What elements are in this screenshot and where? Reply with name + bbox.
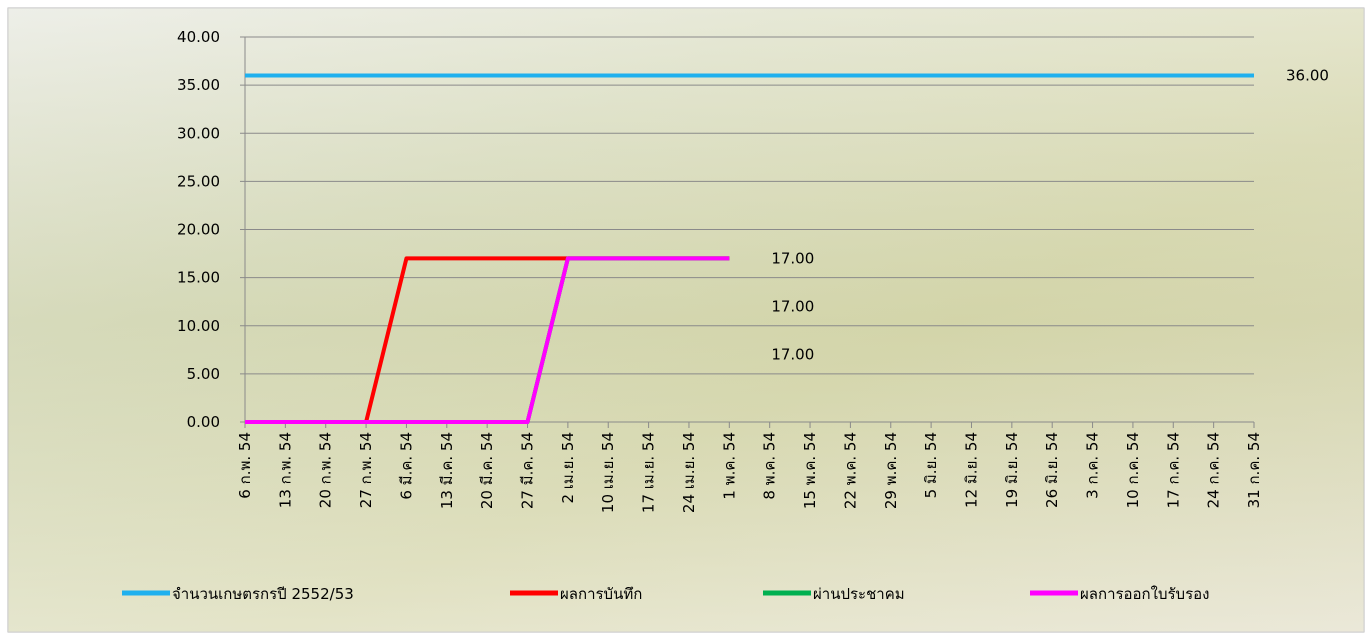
x-tick-label: 17 ก.ค. 54: [1164, 432, 1182, 508]
x-tick-label: 13 ก.พ. 54: [276, 432, 294, 508]
x-tick-label: 27 มี.ค. 54: [519, 432, 537, 509]
x-tick-label: 31 ก.ค. 54: [1245, 432, 1263, 508]
y-tick-label: 15.00: [177, 269, 220, 287]
x-tick-label: 3 ก.ค. 54: [1084, 432, 1102, 499]
x-tick-label: 1 พ.ค. 54: [720, 432, 738, 500]
y-tick-label: 25.00: [177, 172, 220, 190]
x-tick-label: 27 ก.พ. 54: [357, 432, 375, 508]
x-tick-label: 13 มี.ค. 54: [438, 432, 456, 509]
y-tick-label: 30.00: [177, 124, 220, 142]
x-tick-label: 12 มิ.ย. 54: [962, 432, 980, 508]
x-tick-label: 5 มิ.ย. 54: [922, 432, 940, 498]
y-tick-label: 40.00: [177, 28, 220, 46]
data-label: 17.00: [771, 297, 814, 315]
x-tick-label: 19 มิ.ย. 54: [1003, 432, 1021, 508]
legend-label: ผลการออกใบรับรอง: [1080, 585, 1209, 603]
x-tick-label: 17 เม.ย. 54: [640, 432, 658, 513]
x-tick-label: 26 มิ.ย. 54: [1043, 432, 1061, 508]
legend-label: ผลการบันทึก: [560, 585, 642, 603]
x-tick-label: 24 ก.ค. 54: [1205, 432, 1223, 508]
y-tick-label: 0.00: [187, 413, 220, 431]
x-tick-label: 22 พ.ค. 54: [841, 432, 859, 509]
x-tick-label: 29 พ.ค. 54: [882, 432, 900, 509]
data-label: 17.00: [771, 249, 814, 267]
y-tick-label: 35.00: [177, 76, 220, 94]
x-tick-label: 20 มี.ค. 54: [478, 432, 496, 509]
chart-overlay: [8, 8, 1364, 632]
series-line: [245, 256, 730, 424]
x-tick-label: 8 พ.ค. 54: [761, 432, 779, 500]
x-tick-label: 20 ก.พ. 54: [317, 432, 335, 508]
data-label: 36.00: [1286, 67, 1329, 85]
legend-label: จำนวนเกษตรกรปี 2552/53: [172, 585, 354, 603]
x-tick-label: 15 พ.ค. 54: [801, 432, 819, 509]
y-tick-label: 20.00: [177, 221, 220, 239]
y-tick-label: 10.00: [177, 317, 220, 335]
x-tick-label: 2 เม.ย. 54: [559, 432, 577, 504]
x-tick-label: 10 ก.ค. 54: [1124, 432, 1142, 508]
x-tick-label: 24 เม.ย. 54: [680, 432, 698, 513]
legend-label: ผ่านประชาคม: [813, 585, 905, 603]
data-label: 17.00: [771, 345, 814, 363]
x-tick-label: 6 มี.ค. 54: [397, 432, 415, 500]
x-tick-label: 6 ก.พ. 54: [236, 432, 254, 499]
y-tick-label: 5.00: [187, 365, 220, 383]
x-tick-label: 10 เม.ย. 54: [599, 432, 617, 513]
